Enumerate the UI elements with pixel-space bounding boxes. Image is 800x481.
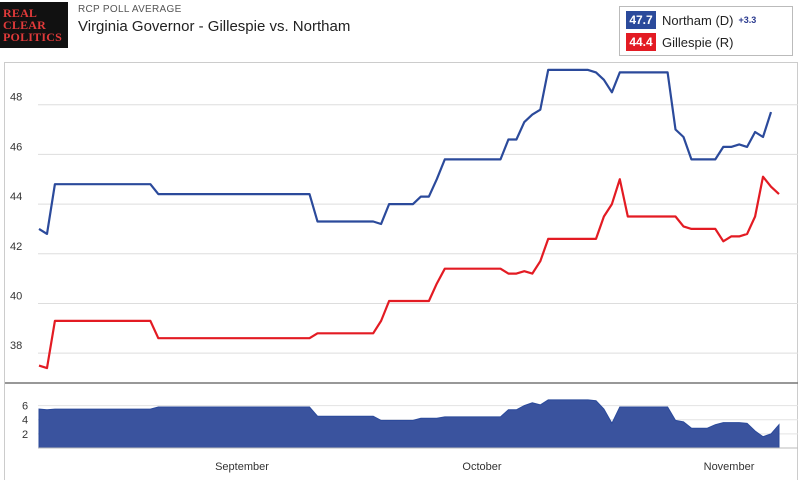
x-tick-label-2: November: [704, 461, 755, 473]
x-tick-label-0: September: [215, 461, 269, 473]
y-tick-label-38: 38: [10, 340, 22, 352]
legend-entry-gillespie[interactable]: 44.4 Gillespie (R): [626, 33, 734, 51]
y-tick-label-48: 48: [10, 92, 22, 104]
legend-value-gillespie: 44.4: [626, 33, 656, 51]
y-tick-label-40: 40: [10, 290, 22, 302]
spread-y-tick-label-6: 6: [22, 401, 28, 413]
logo-line-2: CLEAR: [3, 18, 47, 32]
legend-entry-northam[interactable]: 47.7 Northam (D) +3.3: [626, 11, 756, 29]
chart-subtitle: RCP POLL AVERAGE: [78, 4, 182, 15]
rcp-logo[interactable]: REAL CLEAR POLITICS: [0, 2, 68, 48]
logo-line-1: REAL: [3, 6, 38, 20]
chart-header: REAL CLEAR POLITICS RCP POLL AVERAGE Vir…: [0, 0, 800, 60]
spread-y-tick-label-2: 2: [22, 429, 28, 441]
y-tick-label-46: 46: [10, 141, 22, 153]
legend-spread: +3.3: [738, 15, 757, 25]
y-tick-label-42: 42: [10, 241, 22, 253]
y-tick-label-44: 44: [10, 191, 22, 203]
logo-line-3: POLITICS: [3, 30, 62, 44]
series-line-gillespie: [38, 175, 780, 370]
legend-name-northam: Northam (D): [662, 12, 734, 28]
spread-y-tick-label-4: 4: [22, 415, 28, 427]
spread-area: [38, 399, 780, 449]
series-line-northam: [38, 68, 773, 235]
legend: 47.7 Northam (D) +3.3 44.4 Gillespie (R): [619, 6, 793, 56]
chart-title: Virginia Governor - Gillespie vs. Northa…: [78, 18, 351, 35]
x-tick-label-1: October: [462, 461, 501, 473]
legend-value-northam: 47.7: [626, 11, 656, 29]
legend-name-gillespie: Gillespie (R): [662, 34, 734, 50]
